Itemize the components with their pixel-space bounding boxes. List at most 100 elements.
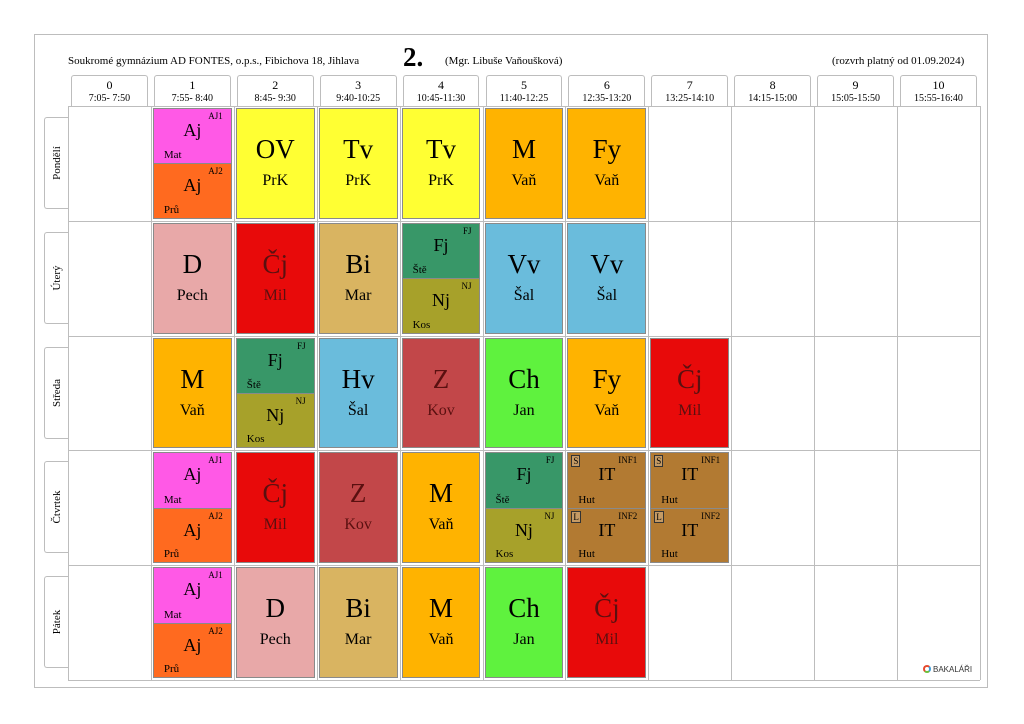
period-number: 1 <box>189 78 196 92</box>
lesson-group-bottom[interactable]: AJ2 Aj Prů <box>153 622 231 677</box>
lesson-cell[interactable]: M Vaň <box>401 567 481 678</box>
lesson-cell[interactable]: Tv PrK <box>401 108 481 219</box>
grid-line-vertical <box>731 106 733 680</box>
lesson-cell[interactable]: AJ1 Aj Mat AJ2 Aj Prů <box>152 452 232 564</box>
lesson-group-top[interactable]: S INF1 IT Hut <box>568 453 646 508</box>
teacher-label: Prů <box>163 662 180 675</box>
lesson-cell[interactable]: Bi Mar <box>318 567 398 678</box>
lesson-cell[interactable]: OV PrK <box>235 108 315 219</box>
bakalari-logo-icon <box>923 665 931 673</box>
subject-label: Bi <box>345 248 371 279</box>
teacher-label: Vaň <box>179 401 205 419</box>
lesson-group-bottom[interactable]: AJ2 Aj Prů <box>153 507 231 563</box>
teacher-label: PrK <box>428 172 454 189</box>
period-number: 3 <box>355 78 362 92</box>
period-header-7: 7 13:25-14:10 <box>651 75 729 106</box>
lesson-cell[interactable]: Čj Mil <box>650 337 730 449</box>
lesson-group-top[interactable]: AJ1 Aj Mat <box>153 568 231 623</box>
period-header-2: 2 8:45- 9:30 <box>236 75 314 106</box>
group-label: AJ1 <box>208 570 223 581</box>
lesson-cell[interactable]: S INF1 IT Hut L INF2 IT Hut <box>567 452 647 564</box>
grid-line-vertical <box>399 106 401 680</box>
lesson-group-top[interactable]: S INF1 IT Hut <box>651 453 729 508</box>
lesson-cell[interactable]: Hv Šal <box>318 337 398 449</box>
grid-line-vertical <box>68 106 69 680</box>
valid-from: (rozvrh platný od 01.09.2024) <box>832 55 965 67</box>
period-number: 10 <box>932 78 945 92</box>
day-header-1: Úterý <box>44 231 68 324</box>
lesson-group-bottom[interactable]: NJ Nj Kos <box>236 393 314 448</box>
lesson-group-top[interactable]: AJ1 Aj Mat <box>153 453 231 508</box>
teacher-label: Kos <box>495 548 514 561</box>
day-header-2: Středa <box>44 346 68 439</box>
period-header-6: 6 12:35-13:20 <box>568 75 646 106</box>
group-label: AJ2 <box>208 510 223 521</box>
subject-label: Ch <box>508 593 540 624</box>
lesson-group-bottom[interactable]: L INF2 IT Hut <box>651 507 729 563</box>
subject-label: Čj <box>262 478 288 509</box>
room-badge: L <box>654 510 664 523</box>
lesson-group-bottom[interactable]: NJ Nj Kos <box>402 278 480 333</box>
lesson-cell[interactable]: M Vaň <box>484 108 564 219</box>
subject-label: Nj <box>266 405 285 425</box>
period-header-4: 4 10:45-11:30 <box>402 75 480 106</box>
period-header-5: 5 11:40-12:25 <box>485 75 563 106</box>
subject-label: Tv <box>343 134 374 164</box>
lesson-group-bottom[interactable]: L INF2 IT Hut <box>568 507 646 563</box>
grid-line-vertical <box>316 106 318 680</box>
lesson-cell[interactable]: Tv PrK <box>318 108 398 219</box>
subject-label: IT <box>681 519 699 540</box>
lesson-group-bottom[interactable]: NJ Nj Kos <box>485 507 563 563</box>
lesson-cell[interactable]: Čj Mil <box>235 452 315 564</box>
subject-label: Vv <box>590 248 624 279</box>
subject-label: IT <box>598 464 616 485</box>
subject-label: Aj <box>183 464 202 485</box>
lesson-cell[interactable]: Bi Mar <box>318 222 398 334</box>
lesson-group-bottom[interactable]: AJ2 Aj Prů <box>153 163 231 218</box>
subject-label: Aj <box>183 120 202 140</box>
teacher-label: Prů <box>163 548 180 561</box>
lesson-cell[interactable]: AJ1 Aj Mat AJ2 Aj Prů <box>152 567 232 678</box>
teacher-label: Hut <box>578 493 595 506</box>
lesson-cell[interactable]: Ch Jan <box>484 567 564 678</box>
lesson-cell[interactable]: Fy Vaň <box>567 108 647 219</box>
lesson-cell[interactable]: Čj Mil <box>235 222 315 334</box>
lesson-cell[interactable]: FJ Fj Ště NJ Nj Kos <box>235 337 315 449</box>
lesson-cell[interactable]: M Vaň <box>401 452 481 564</box>
period-time: 15:05-15:50 <box>831 93 880 104</box>
lesson-cell[interactable]: FJ Fj Ště NJ Nj Kos <box>484 452 564 564</box>
teacher-label: Hut <box>661 493 678 506</box>
lesson-cell[interactable]: D Pech <box>152 222 232 334</box>
day-label: Pátek <box>50 609 63 635</box>
grid-line-vertical <box>565 106 567 680</box>
lesson-group-top[interactable]: FJ Fj Ště <box>485 453 563 508</box>
subject-label: OV <box>255 134 295 164</box>
grid-line-vertical <box>150 106 152 680</box>
subject-label: Fj <box>433 234 449 255</box>
lesson-cell[interactable]: M Vaň <box>152 337 232 449</box>
room-badge: S <box>654 455 664 468</box>
lesson-cell[interactable]: Vv Šal <box>484 222 564 334</box>
lesson-cell[interactable]: Z Kov <box>318 452 398 564</box>
lesson-cell[interactable]: Vv Šal <box>567 222 647 334</box>
teacher-label: Šal <box>513 286 535 304</box>
lesson-cell[interactable]: Z Kov <box>401 337 481 449</box>
lesson-cell[interactable]: FJ Fj Ště NJ Nj Kos <box>401 222 481 334</box>
teacher-label: Jan <box>513 401 535 419</box>
subject-label: Bi <box>345 593 371 624</box>
lesson-group-top[interactable]: FJ Fj Ště <box>402 223 480 279</box>
period-number: 7 <box>686 78 693 92</box>
subject-label: Nj <box>432 290 451 311</box>
lesson-cell[interactable]: Ch Jan <box>484 337 564 449</box>
lesson-cell[interactable]: Čj Mil <box>567 567 647 678</box>
lesson-group-top[interactable]: AJ1 Aj Mat <box>153 109 231 164</box>
group-label: AJ1 <box>208 455 223 466</box>
lesson-cell[interactable]: D Pech <box>235 567 315 678</box>
teacher-label: Pech <box>259 631 291 649</box>
lesson-cell[interactable]: Fy Vaň <box>567 337 647 449</box>
lesson-cell[interactable]: AJ1 Aj Mat AJ2 Aj Prů <box>152 108 232 219</box>
lesson-cell[interactable]: S INF1 IT Hut L INF2 IT Hut <box>650 452 730 564</box>
period-number: 0 <box>106 78 113 92</box>
grid-line-vertical <box>814 106 816 680</box>
lesson-group-top[interactable]: FJ Fj Ště <box>236 338 314 393</box>
